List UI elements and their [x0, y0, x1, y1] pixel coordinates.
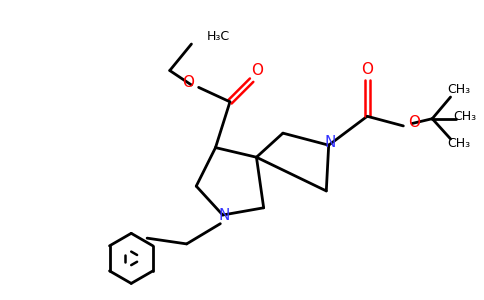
Text: O: O — [182, 75, 194, 90]
Text: CH₃: CH₃ — [447, 137, 470, 150]
Text: H₃C: H₃C — [207, 30, 230, 43]
Text: N: N — [218, 208, 229, 223]
Text: CH₃: CH₃ — [447, 83, 470, 96]
Text: O: O — [361, 62, 373, 77]
Text: CH₃: CH₃ — [454, 110, 477, 123]
Text: N: N — [325, 135, 336, 150]
Text: O: O — [251, 63, 263, 78]
Text: O: O — [408, 115, 420, 130]
